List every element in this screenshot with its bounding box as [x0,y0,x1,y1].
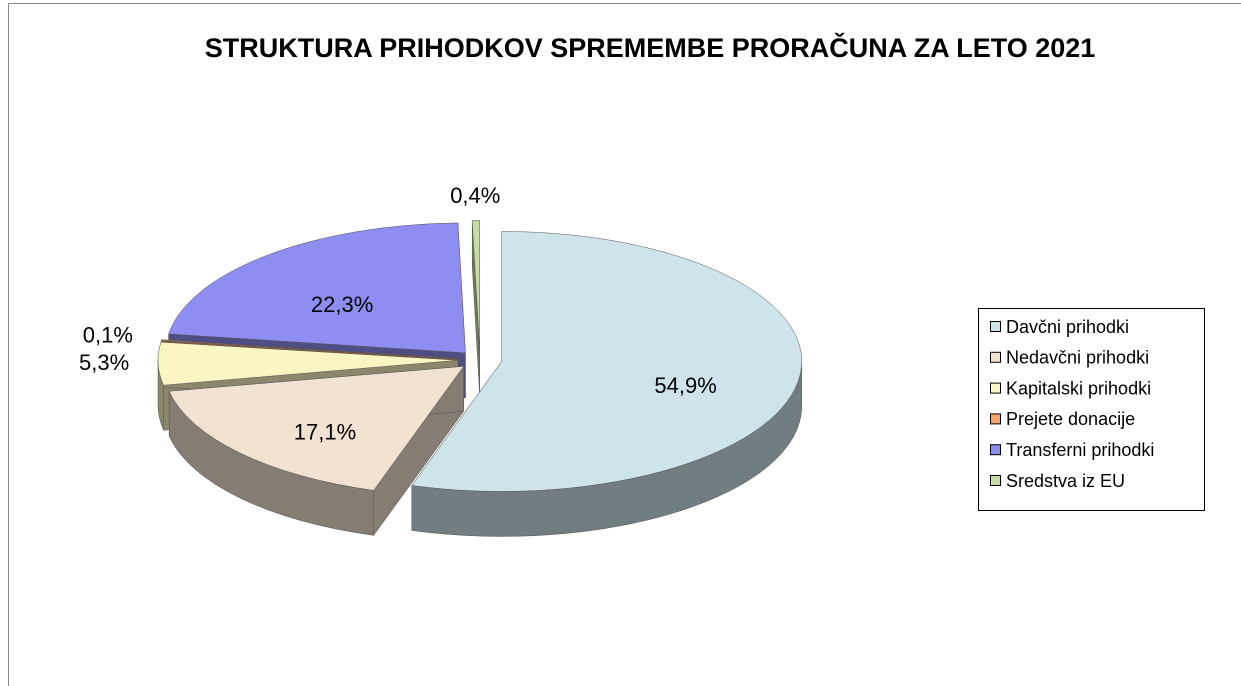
legend-label: Davčni prihodki [1006,317,1129,337]
slice [411,231,802,537]
data-label: 5,3% [79,350,129,375]
legend-label: Nedavčni prihodki [1006,348,1149,368]
legend-swatch [990,351,1001,363]
slice [471,220,480,396]
legend-swatch [990,444,1001,456]
chart-title: STRUKTURA PRIHODKOV SPREMEMBE PRORAČUNA … [204,33,1096,63]
slice [168,365,465,537]
legend-swatch [990,475,1001,486]
slice-top [168,222,466,354]
legend-label: Transferni prihodki [1006,440,1154,460]
data-label: 22,3% [311,292,373,317]
legend-label: Sredstva iz EU [1006,471,1125,491]
slice-top [157,341,459,386]
legend-swatch [990,413,1001,425]
legend-swatch [990,382,1001,394]
legend-label: Kapitalski prihodki [1006,378,1151,398]
slice-top [471,220,480,351]
legend-label: Prejete donacije [1006,409,1135,429]
data-label: 0,1% [83,323,133,348]
slice-top [160,339,459,359]
legend-box [978,308,1205,511]
slice-top [168,366,465,491]
data-label: 0,4% [450,183,500,208]
data-label: 17,1% [294,419,356,444]
slice-top [411,231,802,492]
legend-swatch [990,321,1001,332]
data-label: 54,9% [654,373,716,398]
